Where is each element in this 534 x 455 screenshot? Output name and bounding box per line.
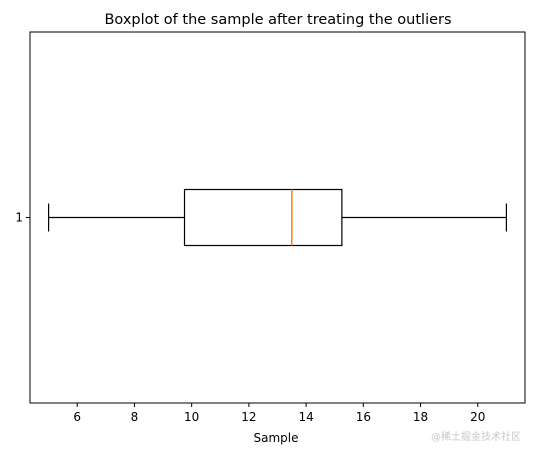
x-axis-ticks: 6 8 10 12 14 16 18 20 [73, 403, 485, 424]
y-axis-ticks: 1 [15, 211, 30, 225]
chart-title: Boxplot of the sample after treating the… [104, 12, 451, 28]
x-tick-label: 12 [241, 410, 256, 424]
x-tick-label: 20 [470, 410, 485, 424]
box-layer [47, 188, 508, 247]
x-tick-label: 16 [356, 410, 371, 424]
x-tick-label: 14 [298, 410, 313, 424]
box-iqr [183, 188, 343, 247]
x-tick-label: 18 [413, 410, 428, 424]
y-tick-label: 1 [15, 211, 23, 225]
x-tick-label: 10 [184, 410, 199, 424]
watermark-text: @稀土掘金技术社区 [431, 430, 521, 443]
x-axis-title: Sample [254, 431, 299, 445]
x-tick-label: 6 [73, 410, 81, 424]
x-tick-label: 8 [131, 410, 139, 424]
